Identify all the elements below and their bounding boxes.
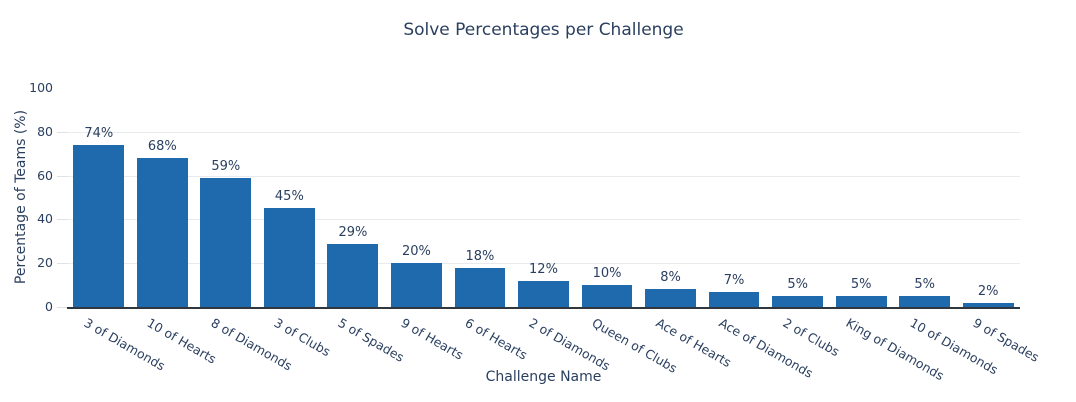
bar[interactable] [136, 158, 188, 307]
y-tick-mark [57, 307, 67, 308]
y-gridline [67, 219, 1020, 221]
bar-value-label: 5% [787, 277, 808, 293]
y-tick-label: 80 [37, 123, 53, 139]
y-tick-label: 20 [37, 255, 53, 271]
bar-value-label: 18% [465, 248, 495, 264]
bar-value-label: 74% [84, 125, 114, 141]
y-tick-mark [57, 263, 67, 265]
bar-value-label: 29% [338, 224, 368, 240]
bar-value-label: 2% [977, 283, 999, 299]
bar[interactable] [962, 302, 1014, 307]
bar-value-label: 45% [274, 189, 304, 205]
bar[interactable] [327, 243, 379, 307]
bar-value-label: 10% [592, 266, 622, 282]
bar-value-label: 7% [723, 272, 745, 288]
bar[interactable] [518, 280, 569, 307]
bar-value-label: 59% [211, 158, 241, 174]
x-axis-title: Challenge Name [485, 369, 602, 385]
bar[interactable] [645, 289, 696, 307]
x-tick-label: 6 of Hearts [462, 315, 530, 363]
bar[interactable] [899, 296, 951, 307]
y-gridline [67, 175, 1020, 177]
bar-value-label: 8% [660, 270, 681, 286]
y-gridline [67, 131, 1020, 133]
bar[interactable] [835, 296, 887, 307]
bar[interactable] [708, 291, 760, 307]
y-gridline [67, 263, 1020, 265]
y-tick-label: 60 [37, 167, 53, 183]
x-tick-label: 9 of Hearts [398, 315, 467, 363]
y-tick-label: 40 [37, 211, 53, 227]
y-tick-label: 100 [29, 80, 53, 95]
bar[interactable] [200, 177, 252, 307]
chart-title: Solve Percentages per Challenge [403, 20, 684, 40]
bar-value-label: 20% [401, 244, 431, 260]
plot-area: 74% 68% 59% 45% 29% 20% 18% 12% 10% 8% 7% 5% 5% 5% 2% [67, 88, 1020, 309]
bar[interactable] [391, 263, 442, 307]
y-tick-mark [57, 219, 67, 221]
y-tick-mark [57, 175, 67, 177]
bar-value-label: 68% [147, 139, 177, 155]
bar[interactable] [581, 285, 633, 307]
bar-value-label: 5% [850, 277, 872, 293]
bar[interactable] [772, 296, 824, 307]
x-tick-label: 5 of Spades [335, 315, 407, 365]
bar[interactable] [73, 144, 125, 307]
bar-value-label: 5% [914, 277, 935, 293]
y-tick-label: 0 [45, 299, 53, 314]
bar-value-label: 12% [529, 261, 558, 277]
y-tick-mark [57, 131, 67, 133]
bar[interactable] [263, 208, 315, 307]
bar[interactable] [454, 267, 506, 307]
